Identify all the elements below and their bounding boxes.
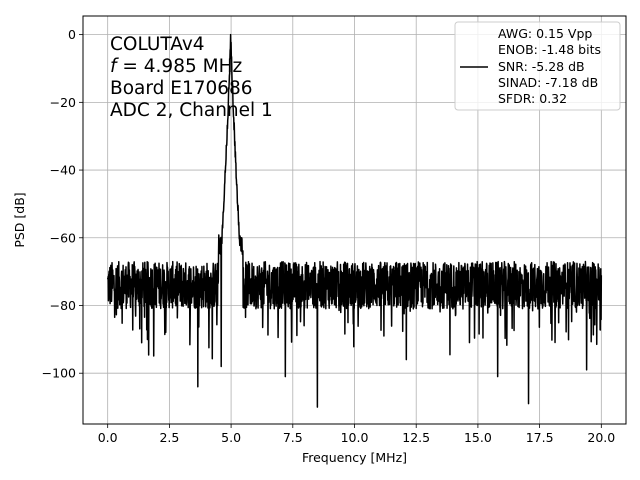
x-axis-ticks: 0.0 2.5 5.0 7.5 10.0 12.5 15.0 17.5 20.0	[98, 424, 615, 445]
legend-enob: ENOB: -1.48 bits	[498, 42, 601, 57]
legend: AWG: 0.15 Vpp ENOB: -1.48 bits SNR: -5.2…	[454, 21, 621, 111]
annotation-frequency-symbol: f	[110, 56, 119, 77]
x-tick-label: 2.5	[159, 430, 179, 445]
x-tick-label: 10.0	[341, 430, 369, 445]
x-tick-label: 15.0	[464, 430, 492, 445]
y-tick-label: 0	[68, 27, 76, 42]
y-tick-label: −40	[50, 163, 76, 178]
annotation-board: Board E170686	[110, 78, 253, 99]
annotation-frequency: f = 4.985 MHz	[110, 56, 242, 77]
x-tick-label: 20.0	[587, 430, 615, 445]
x-axis-label: Frequency [MHz]	[302, 450, 407, 465]
y-tick-label: −100	[42, 366, 76, 381]
annotation-block: COLUTAv4 f = 4.985 MHz Board E170686 ADC…	[110, 34, 273, 121]
x-tick-label: 0.0	[98, 430, 118, 445]
annotation-device: COLUTAv4	[110, 34, 205, 55]
legend-box	[454, 21, 621, 111]
annotation-frequency-value: = 4.985 MHz	[117, 56, 243, 77]
y-tick-label: −80	[50, 298, 76, 313]
x-tick-label: 5.0	[221, 430, 241, 445]
x-tick-label: 12.5	[402, 430, 430, 445]
y-axis-label: PSD [dB]	[12, 192, 27, 247]
legend-snr: SNR: -5.28 dB	[498, 59, 585, 74]
legend-sfdr: SFDR: 0.32	[498, 91, 567, 106]
x-tick-label: 17.5	[526, 430, 554, 445]
y-tick-label: −20	[50, 95, 76, 110]
y-tick-label: −60	[50, 230, 76, 245]
psd-trace-group	[106, 33, 603, 408]
x-tick-label: 7.5	[283, 430, 303, 445]
annotation-channel: ADC 2, Channel 1	[110, 100, 273, 121]
psd-trace	[106, 33, 603, 408]
y-axis-ticks: 0 −20 −40 −60 −80 −100	[42, 27, 83, 381]
legend-awg: AWG: 0.15 Vpp	[498, 26, 592, 41]
legend-sinad: SINAD: -7.18 dB	[498, 75, 598, 90]
